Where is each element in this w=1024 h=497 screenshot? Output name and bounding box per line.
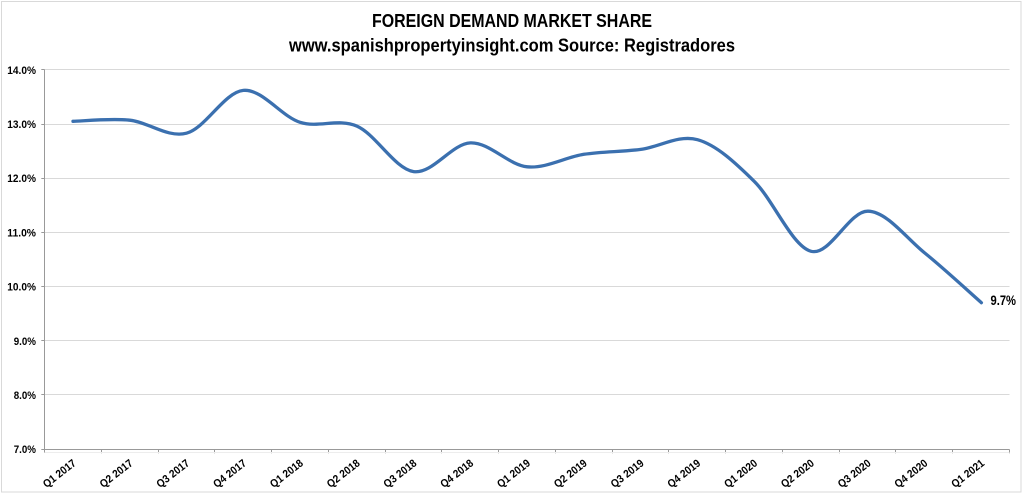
svg-text:10.0%: 10.0% (7, 282, 36, 294)
svg-text:9.7%: 9.7% (991, 292, 1017, 308)
svg-text:12.0%: 12.0% (7, 173, 36, 185)
svg-text:13.0%: 13.0% (7, 119, 36, 131)
svg-text:14.0%: 14.0% (7, 65, 36, 77)
svg-text:9.0%: 9.0% (14, 336, 36, 348)
svg-text:11.0%: 11.0% (7, 227, 36, 239)
svg-text:8.0%: 8.0% (14, 390, 36, 402)
svg-text:7.0%: 7.0% (14, 444, 36, 456)
svg-text:www.spanishpropertyinsight.com: www.spanishpropertyinsight.com Source: R… (288, 35, 735, 55)
svg-text:FOREIGN DEMAND MARKET SHARE: FOREIGN DEMAND MARKET SHARE (372, 11, 652, 31)
